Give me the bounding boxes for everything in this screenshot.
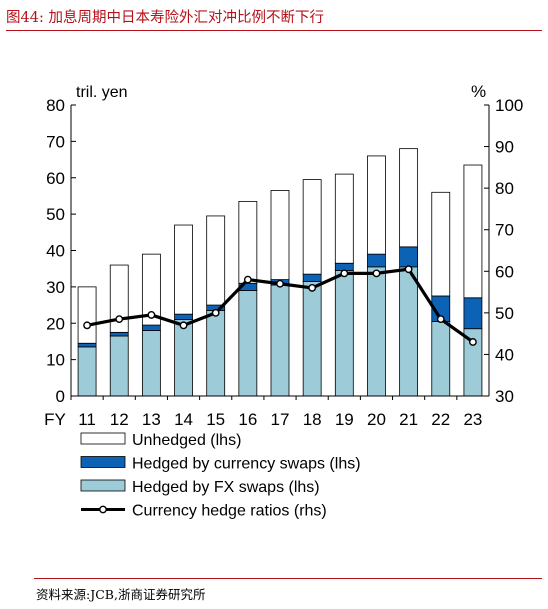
left-tick-label: 0: [56, 387, 65, 406]
right-tick-label: 30: [495, 387, 514, 406]
hedge-ratio-point: [147, 311, 156, 319]
bar-unhedged: [431, 191, 451, 297]
x-tick-label: 21: [399, 410, 418, 429]
bar-hedged-by-currency-swaps: [367, 253, 386, 268]
legend-label: Currency hedge ratios (rhs): [132, 503, 327, 520]
bar-unhedged: [334, 173, 354, 264]
bar-unhedged: [109, 264, 129, 333]
bar-hedged-by-currency-swaps: [109, 331, 129, 337]
hedge-ratio-point: [308, 284, 317, 292]
bar-hedged-by-currency-swaps: [399, 246, 419, 268]
legend-label: Hedged by FX swaps (lhs): [132, 479, 320, 496]
left-tick-label: 40: [46, 242, 65, 261]
hedge-ratio-point: [404, 265, 413, 274]
left-tick-label: 60: [46, 169, 65, 188]
x-axis-prefix: FY: [44, 410, 66, 429]
left-tick-label: 70: [46, 132, 65, 151]
x-tick-label: 15: [206, 410, 225, 429]
hedge-ratio-point: [115, 315, 124, 323]
right-tick-label: 100: [495, 96, 523, 115]
x-tick-label: 11: [78, 410, 96, 429]
bar-hedged-by-fx-swaps: [334, 270, 354, 397]
left-tick-label: 10: [46, 351, 65, 370]
right-tick-label: 50: [495, 304, 514, 323]
left-tick-label: 30: [46, 278, 65, 297]
legend-swatch: [80, 479, 126, 492]
x-tick-label: 17: [271, 410, 290, 429]
left-tick-label: 50: [46, 205, 65, 224]
hedge-ratio-point: [83, 321, 91, 330]
bar-hedged-by-fx-swaps: [431, 321, 451, 397]
source-rule: [34, 578, 542, 579]
bar-hedged-by-fx-swaps: [77, 346, 97, 397]
bar-unhedged: [141, 253, 161, 326]
bar-hedged-by-currency-swaps: [302, 273, 322, 282]
bar-unhedged: [206, 215, 226, 306]
x-tick-label: 22: [431, 410, 450, 429]
bar-unhedged: [270, 190, 290, 280]
left-tick-label: 20: [46, 314, 65, 333]
left-tick-label: 80: [46, 96, 65, 115]
hedge-ratio-point: [436, 315, 445, 323]
bar-unhedged: [463, 164, 483, 299]
x-tick-label: 12: [110, 410, 129, 429]
bar-hedged-by-fx-swaps: [399, 266, 419, 397]
right-tick-label: 40: [495, 345, 514, 364]
right-tick-label: 90: [495, 138, 514, 157]
bar-hedged-by-fx-swaps: [174, 319, 193, 397]
bar-unhedged: [174, 224, 193, 315]
legend-swatch: [80, 432, 126, 445]
bar-hedged-by-fx-swaps: [302, 281, 322, 397]
bar-hedged-by-fx-swaps: [270, 284, 290, 397]
bar-hedged-by-currency-swaps: [334, 262, 354, 271]
right-tick-label: 80: [495, 179, 514, 198]
hedge-ratio-point: [179, 321, 188, 330]
bar-unhedged: [399, 148, 419, 248]
bar-hedged-by-fx-swaps: [238, 290, 258, 397]
x-tick-label: 14: [174, 410, 193, 429]
figure-title: 图44: 加息周期中日本寿险外汇对冲比例不断下行: [6, 10, 324, 26]
hedge-ratio-point: [469, 338, 477, 346]
bar-unhedged: [77, 286, 97, 344]
legend-label: Hedged by currency swaps (lhs): [132, 456, 361, 473]
legend-marker: [99, 505, 107, 514]
bar-unhedged: [238, 200, 258, 284]
bar-hedged-by-fx-swaps: [141, 330, 161, 397]
hedge-ratio-point: [276, 279, 284, 288]
bar-hedged-by-fx-swaps: [367, 266, 386, 397]
bar-hedged-by-fx-swaps: [206, 310, 226, 397]
right-axis-unit: %: [471, 82, 486, 101]
hedge-ratio-point: [340, 269, 349, 278]
title-rule: [6, 30, 542, 31]
bar-unhedged: [302, 179, 322, 275]
bar-hedged-by-currency-swaps: [77, 342, 97, 348]
x-tick-label: 19: [335, 410, 354, 429]
bar-hedged-by-currency-swaps: [463, 297, 483, 330]
legend-swatch: [80, 456, 126, 468]
hedge-ratio-point: [211, 308, 220, 317]
right-tick-label: 70: [495, 221, 514, 240]
left-axis-unit: tril. yen: [76, 84, 128, 101]
bar-hedged-by-currency-swaps: [141, 324, 161, 331]
x-tick-label: 23: [463, 410, 482, 429]
x-tick-label: 16: [238, 410, 257, 429]
legend-label: Unhedged (lhs): [132, 432, 241, 449]
source-note: 资料来源:JCB,浙商证券研究所: [36, 587, 206, 602]
bar-hedged-by-currency-swaps: [174, 313, 193, 321]
bar-hedged-by-fx-swaps: [109, 335, 129, 397]
bar-unhedged: [367, 155, 386, 255]
x-tick-label: 20: [367, 410, 386, 429]
hedge-ratio-point: [243, 275, 252, 284]
hedge-ratio-point: [372, 269, 381, 278]
stacked-bar-chart: 0 10 20 30 40 50 60 70 80 30 40 50 60 70 80 90 100 tril. …: [44, 82, 523, 520]
x-tick-label: 13: [142, 410, 161, 429]
right-tick-label: 60: [495, 262, 514, 281]
x-tick-label: 18: [303, 410, 322, 429]
